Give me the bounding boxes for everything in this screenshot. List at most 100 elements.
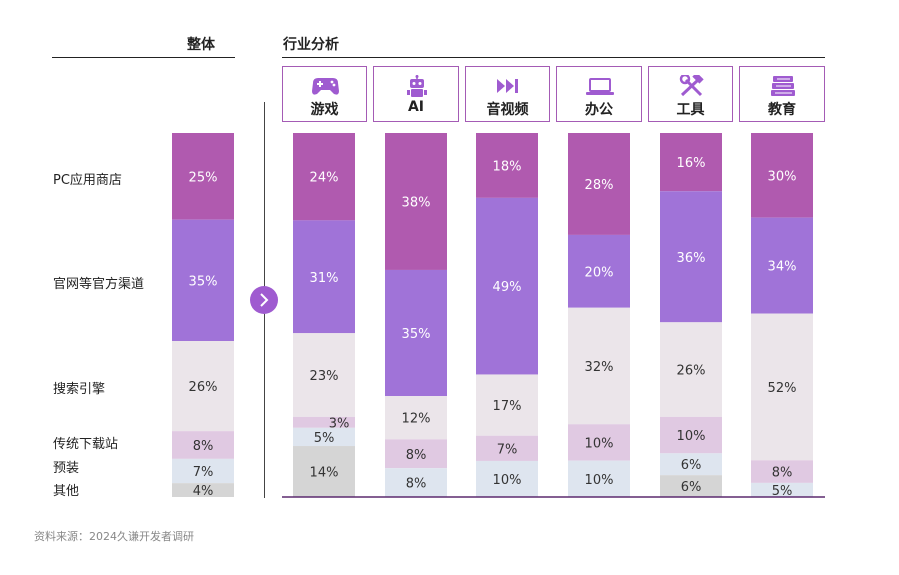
data-label-tools-2: 26%	[677, 364, 706, 379]
data-label-ai-4: 8%	[406, 477, 427, 492]
bar-segment-game-4	[293, 427, 355, 447]
bar-segment-media-2	[476, 374, 538, 436]
data-label-education-0: 30%	[768, 169, 797, 184]
bar-segment-media-3	[476, 435, 538, 461]
data-label-ai-3: 8%	[406, 448, 427, 463]
bar-segment-tools-4	[660, 453, 722, 476]
category-box-ai: AI	[373, 66, 459, 122]
category-name-tools: 工具	[676, 102, 705, 118]
row-label-download-site: 传统下载站	[53, 437, 119, 452]
media-forward-icon	[466, 75, 549, 97]
bar-segment-office-2	[568, 307, 630, 425]
row-label-search-engine: 搜索引擎	[53, 382, 106, 397]
data-label-overall-4: 7%	[193, 465, 214, 480]
row-label-pc-store: PC应用商店	[53, 173, 122, 188]
robot-icon	[374, 75, 458, 97]
data-label-overall-0: 25%	[189, 170, 218, 185]
bar-segment-ai-2	[385, 396, 447, 440]
bar-segment-overall-0	[172, 133, 234, 220]
data-label-media-0: 18%	[493, 159, 522, 174]
data-label-game-2: 23%	[310, 369, 339, 384]
industry-header-rule	[282, 57, 825, 58]
data-label-office-0: 28%	[585, 178, 614, 193]
bar-segment-education-0	[751, 133, 813, 218]
bar-segment-overall-5	[172, 483, 234, 497]
category-box-media: 音视频	[465, 66, 550, 122]
data-label-game-1: 31%	[310, 271, 339, 286]
bar-segment-ai-0	[385, 133, 447, 270]
bar-segment-overall-4	[172, 458, 234, 484]
data-label-ai-2: 12%	[402, 412, 431, 427]
overall-header-rule	[52, 57, 235, 58]
data-label-overall-3: 8%	[193, 439, 214, 454]
bar-segment-overall-3	[172, 431, 234, 459]
gamepad-icon	[283, 75, 366, 97]
category-name-education: 教育	[768, 102, 796, 118]
category-box-education: 教育	[739, 66, 825, 122]
source-note: 资料来源：2024久谦开发者调研	[34, 530, 194, 543]
category-box-office: 办公	[556, 66, 642, 122]
bar-segment-education-1	[751, 217, 813, 314]
bar-segment-media-1	[476, 197, 538, 375]
bar-segment-ai-3	[385, 439, 447, 469]
row-label-official-site: 官网等官方渠道	[53, 277, 145, 292]
data-label-education-3: 8%	[772, 466, 793, 481]
bar-segment-overall-2	[172, 341, 234, 432]
bar-segment-tools-1	[660, 191, 722, 323]
bar-segment-game-5	[293, 446, 355, 497]
category-name-ai: AI	[407, 99, 425, 115]
data-label-tools-1: 36%	[677, 251, 706, 266]
bar-segment-tools-0	[660, 133, 722, 192]
bar-segment-game-2	[293, 333, 355, 417]
books-icon	[740, 75, 824, 97]
laptop-icon	[557, 75, 641, 97]
bar-segment-education-3	[751, 460, 813, 483]
data-label-media-2: 17%	[493, 399, 522, 414]
bar-segment-ai-4	[385, 468, 447, 497]
category-box-tools: 工具	[648, 66, 733, 122]
data-label-education-4: 5%	[772, 484, 793, 499]
bar-segment-office-4	[568, 460, 630, 497]
category-name-game: 游戏	[310, 102, 339, 118]
bar-segment-overall-1	[172, 219, 234, 341]
data-label-office-1: 20%	[585, 265, 614, 280]
data-label-tools-0: 16%	[677, 156, 706, 171]
bar-segment-media-0	[476, 133, 538, 198]
data-label-office-3: 10%	[585, 436, 614, 451]
category-box-game: 游戏	[282, 66, 367, 122]
bar-segment-office-0	[568, 133, 630, 235]
bar-segment-ai-1	[385, 269, 447, 397]
bar-segment-tools-5	[660, 475, 722, 497]
overall-header: 整体	[187, 37, 215, 53]
data-label-media-3: 7%	[497, 442, 518, 457]
data-label-tools-4: 6%	[681, 458, 702, 473]
bar-segment-tools-3	[660, 416, 722, 454]
row-label-other: 其他	[53, 484, 80, 499]
row-label-preinstalled: 预装	[53, 461, 80, 476]
data-label-ai-1: 35%	[402, 327, 431, 342]
chevron-right-icon	[250, 286, 278, 314]
data-label-office-4: 10%	[585, 473, 614, 488]
bar-segment-office-1	[568, 234, 630, 308]
data-label-education-2: 52%	[768, 381, 797, 396]
bar-segment-game-3	[293, 416, 355, 428]
bar-segment-media-4	[476, 460, 538, 497]
bar-segment-game-1	[293, 220, 355, 334]
data-label-game-5: 14%	[310, 466, 339, 481]
data-label-game-4: 5%	[314, 431, 335, 446]
data-label-tools-5: 6%	[681, 480, 702, 495]
data-label-ai-0: 38%	[402, 195, 431, 210]
bar-segment-education-4	[751, 482, 813, 497]
bar-segment-game-0	[293, 133, 355, 221]
bar-segment-education-2	[751, 313, 813, 461]
data-label-game-3: 3%	[329, 416, 350, 431]
bar-segment-office-3	[568, 424, 630, 461]
data-label-tools-3: 10%	[677, 429, 706, 444]
data-label-overall-2: 26%	[189, 380, 218, 395]
category-name-office: 办公	[585, 102, 613, 118]
bar-segment-tools-2	[660, 322, 722, 417]
data-label-office-2: 32%	[585, 360, 614, 375]
data-label-media-1: 49%	[493, 280, 522, 295]
data-label-overall-5: 4%	[193, 484, 214, 499]
